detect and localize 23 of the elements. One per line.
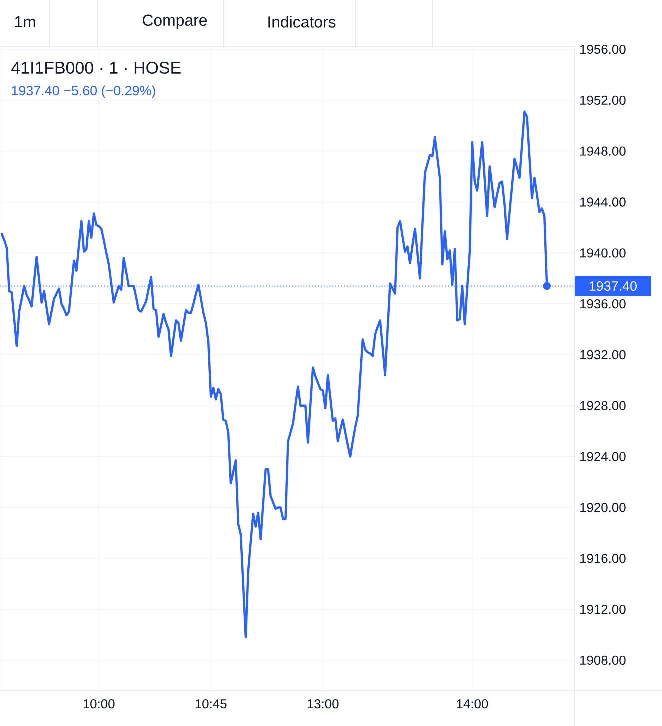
x-tick-label: 13:00 [308, 700, 339, 709]
y-tick-label: 1956.00 [580, 44, 626, 54]
text: 1937.40 −5.60 (−0.29%) [12, 86, 156, 98]
x-tick-label: 14:00 [457, 700, 488, 709]
y-tick-label: 1916.00 [580, 554, 626, 564]
y-tick-label: 1908.00 [580, 656, 626, 666]
y-tick-label: 1944.00 [580, 198, 626, 207]
x-tick-label: 10:00 [84, 700, 115, 709]
y-tick-label: 1932.00 [580, 350, 626, 360]
y-tick-label: 1936.00 [580, 299, 626, 309]
ref-line-label: 1937.40 [590, 282, 637, 292]
y-tick-label: 1940.00 [580, 248, 626, 258]
text: Indicators [268, 16, 336, 28]
y-tick-label: 1912.00 [580, 604, 626, 614]
text: 41I1FB000 · 1 · HOSE [12, 62, 181, 74]
y-tick-label: 1924.00 [580, 452, 626, 462]
y-tick-label: 1952.00 [580, 96, 626, 106]
y-tick-label: 1948.00 [580, 146, 626, 156]
text: 1m [15, 16, 36, 28]
text: Compare [143, 14, 208, 30]
x-tick-label: 10:45 [196, 700, 227, 709]
y-tick-label: 1920.00 [580, 503, 626, 512]
y-tick-label: 1928.00 [580, 401, 626, 410]
